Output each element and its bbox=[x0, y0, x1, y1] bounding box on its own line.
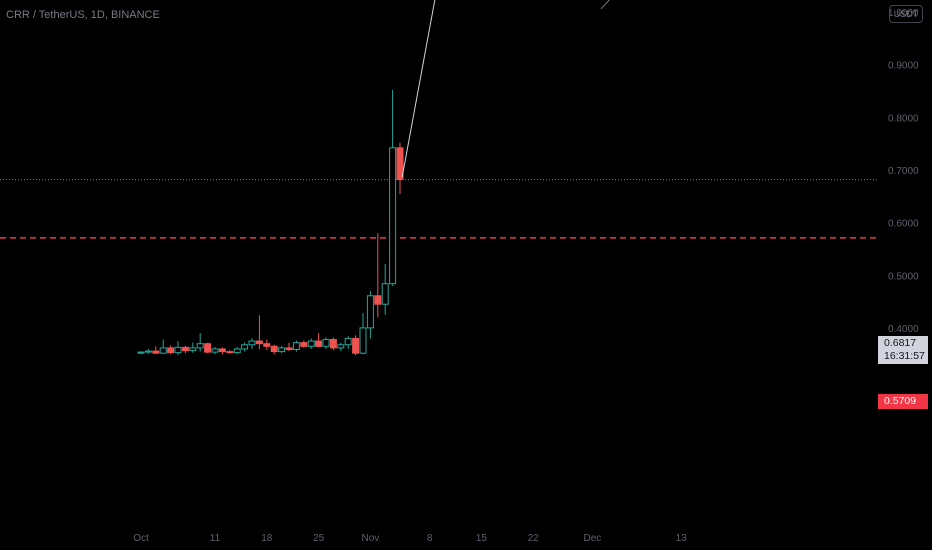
candle-body bbox=[241, 344, 249, 350]
y-tick-label: 0.8000 bbox=[888, 113, 919, 124]
x-tick-label: Dec bbox=[584, 533, 602, 544]
candle-body bbox=[352, 337, 360, 354]
x-tick-label: 13 bbox=[676, 533, 688, 544]
candle-body bbox=[263, 343, 271, 347]
candle-body bbox=[285, 347, 293, 350]
current-price-value: 0.6817 bbox=[884, 337, 917, 349]
candle-body bbox=[204, 343, 212, 353]
candle-body bbox=[381, 283, 389, 305]
candle-body bbox=[278, 347, 286, 353]
candle-body bbox=[307, 340, 315, 347]
candle-body bbox=[196, 343, 204, 349]
y-tick-label: 0.4000 bbox=[888, 324, 919, 335]
candle-body bbox=[344, 337, 352, 346]
y-tick-label: 0.6000 bbox=[888, 219, 919, 230]
x-tick-label: 22 bbox=[528, 533, 540, 544]
target-label-pointer bbox=[600, 0, 610, 10]
support-price-tag: 0.5709 bbox=[878, 394, 928, 409]
x-tick-label: Nov bbox=[362, 533, 380, 544]
candle-body bbox=[174, 346, 182, 354]
candle-body bbox=[329, 338, 337, 349]
x-tick-label: 8 bbox=[427, 533, 433, 544]
bar-countdown: 16:31:57 bbox=[884, 350, 925, 362]
candle-body bbox=[322, 338, 330, 347]
candle-body bbox=[152, 350, 160, 354]
candle-body bbox=[292, 342, 300, 350]
y-tick-label: 0.5000 bbox=[888, 271, 919, 282]
candle-body bbox=[396, 147, 404, 181]
candle-body bbox=[167, 347, 175, 354]
candle-body bbox=[233, 348, 241, 354]
projection-arrow bbox=[401, 0, 436, 177]
current-price-tag: 0.6817 16:31:57 bbox=[878, 336, 928, 364]
candle-body bbox=[366, 295, 374, 329]
candle-body bbox=[226, 351, 234, 354]
candle-body bbox=[189, 347, 197, 352]
candle-body bbox=[359, 327, 367, 354]
candle-body bbox=[337, 344, 345, 349]
candle-body bbox=[137, 351, 145, 354]
candle-body bbox=[255, 340, 263, 345]
x-tick-label: Oct bbox=[133, 533, 149, 544]
candle-body bbox=[270, 345, 278, 353]
y-tick-label: 0.9000 bbox=[888, 61, 919, 72]
symbol-title: CRR / TetherUS, 1D, BINANCE bbox=[6, 9, 160, 21]
candle-body bbox=[374, 295, 382, 305]
candle-body bbox=[248, 340, 256, 346]
candle-body bbox=[389, 147, 397, 285]
x-tick-label: 25 bbox=[313, 533, 325, 544]
candle-body bbox=[159, 347, 167, 354]
x-tick-label: 11 bbox=[210, 533, 221, 544]
candle-body bbox=[144, 350, 152, 353]
x-tick-label: 18 bbox=[261, 533, 273, 544]
candle-body bbox=[315, 340, 323, 347]
y-tick-label: 0.7000 bbox=[888, 166, 919, 177]
candle-body bbox=[218, 348, 226, 353]
currency-selector[interactable]: USDT bbox=[889, 5, 923, 23]
y-tick-label: 1.0000 bbox=[888, 8, 919, 19]
candle-body bbox=[300, 342, 308, 347]
candle-body bbox=[181, 346, 189, 352]
x-tick-label: 15 bbox=[476, 533, 488, 544]
candle-body bbox=[211, 348, 219, 353]
